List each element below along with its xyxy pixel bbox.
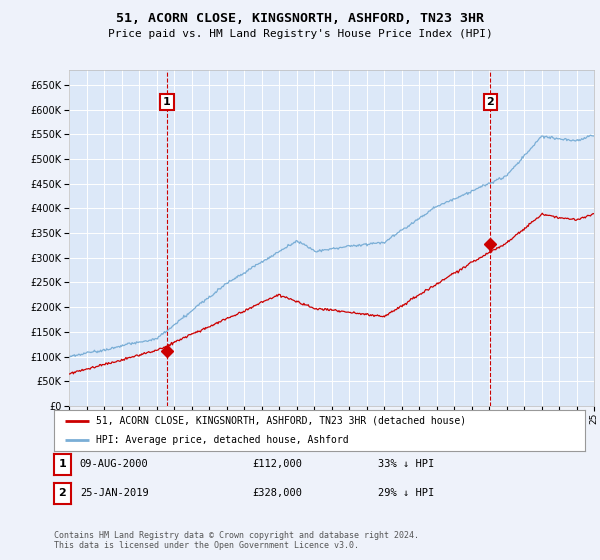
Text: Contains HM Land Registry data © Crown copyright and database right 2024.
This d: Contains HM Land Registry data © Crown c… — [54, 530, 419, 550]
Text: 1: 1 — [59, 459, 66, 469]
Text: 09-AUG-2000: 09-AUG-2000 — [80, 459, 149, 469]
Text: 1: 1 — [163, 97, 171, 107]
Text: 2: 2 — [59, 488, 66, 498]
Text: £328,000: £328,000 — [252, 488, 302, 498]
Text: 2: 2 — [487, 97, 494, 107]
Text: 51, ACORN CLOSE, KINGSNORTH, ASHFORD, TN23 3HR: 51, ACORN CLOSE, KINGSNORTH, ASHFORD, TN… — [116, 12, 484, 25]
Text: £112,000: £112,000 — [252, 459, 302, 469]
Text: 51, ACORN CLOSE, KINGSNORTH, ASHFORD, TN23 3HR (detached house): 51, ACORN CLOSE, KINGSNORTH, ASHFORD, TN… — [97, 416, 467, 426]
Text: HPI: Average price, detached house, Ashford: HPI: Average price, detached house, Ashf… — [97, 435, 349, 445]
Text: 25-JAN-2019: 25-JAN-2019 — [80, 488, 149, 498]
Text: 33% ↓ HPI: 33% ↓ HPI — [378, 459, 434, 469]
Text: Price paid vs. HM Land Registry's House Price Index (HPI): Price paid vs. HM Land Registry's House … — [107, 29, 493, 39]
Text: 29% ↓ HPI: 29% ↓ HPI — [378, 488, 434, 498]
